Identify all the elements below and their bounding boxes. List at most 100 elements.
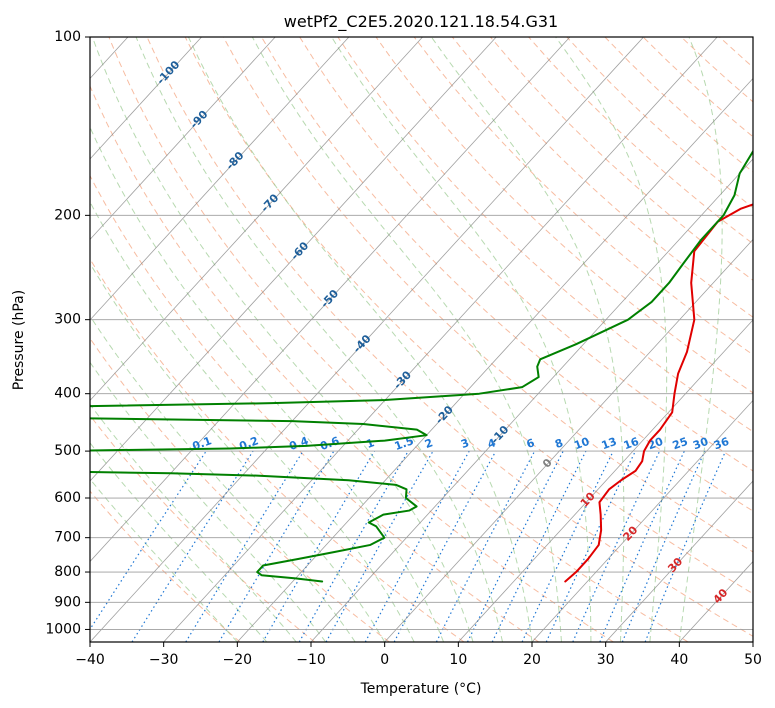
- mixing-ratio-line: [572, 450, 661, 642]
- profile-lines: [90, 149, 753, 583]
- dry-adiabat-line: [451, 37, 753, 318]
- dry-adiabat-line: [566, 37, 753, 209]
- temperature-series-line: [564, 203, 753, 583]
- mixing-ratio-line: [621, 450, 706, 642]
- mixing-ratio-label: 36: [712, 435, 731, 453]
- y-tick-label: 700: [54, 530, 81, 546]
- dry-adiabat-line: [146, 37, 753, 637]
- dry-adiabat-line: [90, 490, 241, 642]
- mixing-ratio-line: [131, 450, 254, 642]
- dry-adiabat-line: [719, 37, 753, 68]
- mixing-ratio-label: 30: [691, 435, 710, 453]
- dry-adiabat-line: [758, 37, 775, 642]
- y-axis: 100 200 300 400 500 600 700 800 900 1000: [45, 29, 90, 637]
- x-tick-label: 40: [670, 652, 688, 668]
- dry-adiabat-line: [642, 37, 753, 138]
- background-lines: [0, 37, 775, 642]
- moist-adiabat-line: [331, 37, 592, 642]
- dry-adiabat-line: [184, 37, 753, 595]
- y-tick-label: 900: [54, 594, 81, 610]
- moist-adiabat-line: [135, 37, 504, 642]
- y-tick-label: 800: [54, 564, 81, 580]
- mixing-ratio-line: [644, 450, 727, 642]
- moist-adiabat-line: [90, 442, 268, 642]
- y-tick-label: 400: [54, 386, 81, 402]
- mixing-ratio-line: [364, 450, 470, 642]
- isotherm-line: [90, 37, 497, 482]
- moist-adiabat-line: [678, 37, 723, 642]
- moist-adiabat-line: [430, 37, 625, 642]
- plot-frame: [89, 36, 754, 643]
- mixing-ratio-line: [90, 450, 207, 631]
- x-tick-label: 50: [744, 652, 762, 668]
- isotherm-line: [90, 37, 423, 402]
- x-tick-label: 0: [380, 652, 389, 668]
- dry-adiabat-line: [261, 37, 753, 512]
- y-tick-label: 300: [54, 312, 81, 328]
- moist-adiabat-line: [90, 262, 386, 642]
- isotherm-line: [605, 480, 753, 642]
- dry-adiabat-line: [90, 258, 465, 642]
- moist-adiabat-line: [187, 37, 533, 642]
- line-labels: -100-90-80-70-60-50-40-30-20-10010203040…: [154, 58, 731, 606]
- dry-adiabat-line: [90, 337, 390, 642]
- dry-adiabat-line: [375, 37, 753, 394]
- moist-adiabat-line: [90, 403, 297, 642]
- dry-adiabat-line: [528, 37, 753, 245]
- moist-adiabat-line: [90, 126, 445, 642]
- x-axis-title: Temperature (°C): [360, 681, 482, 697]
- x-tick-label: −20: [223, 652, 253, 668]
- moist-adiabat-line: [90, 200, 415, 642]
- x-tick-label: −10: [296, 652, 326, 668]
- isotherm-line: [90, 37, 202, 160]
- mixing-ratio-line: [262, 450, 375, 642]
- isotherm-line: [752, 641, 753, 642]
- x-tick-label: 10: [449, 652, 467, 668]
- y-tick-label: 1000: [45, 621, 81, 637]
- mixing-ratio-line: [521, 450, 614, 642]
- mixing-ratio-line: [466, 450, 564, 642]
- mixing-ratio-label: 3: [459, 436, 471, 451]
- mixing-ratio-line: [435, 450, 536, 642]
- mixing-ratio-label: 16: [622, 435, 641, 453]
- y-tick-label: 100: [54, 29, 81, 45]
- x-tick-label: 30: [597, 652, 615, 668]
- isotherm-line: [679, 560, 753, 642]
- mixing-ratio-label: 0.4: [287, 434, 310, 453]
- y-axis-title: Pressure (hPa): [11, 290, 27, 390]
- y-tick-label: 200: [54, 207, 81, 223]
- x-tick-label: −30: [149, 652, 179, 668]
- moist-adiabat-line: [251, 37, 562, 642]
- isotherm-line: [0, 37, 54, 642]
- isotherm-line: [531, 399, 753, 642]
- mixing-ratio-label: 25: [671, 435, 690, 452]
- mixing-ratio-label: 4: [486, 436, 498, 451]
- mixing-ratio-label: 1: [364, 436, 376, 451]
- mixing-ratio-label: 0.1: [191, 434, 214, 453]
- mixing-ratio-label: 10: [572, 435, 591, 453]
- isotherm-line: [90, 37, 644, 642]
- dry-adiabat-line: [680, 37, 753, 103]
- mixing-ratio-line: [393, 450, 497, 642]
- isotherm-line: [90, 37, 276, 241]
- isotherm-line: [310, 158, 753, 642]
- mixing-ratio-line: [545, 450, 636, 642]
- mixing-ratio-line: [218, 450, 335, 642]
- mixing-ratio-label: 6: [525, 436, 537, 451]
- dry-adiabat-line: [90, 414, 315, 642]
- y-tick-label: 500: [54, 443, 81, 459]
- mixing-ratio-line: [185, 450, 304, 642]
- moist-adiabat-line: [90, 315, 356, 642]
- chart-title: wetPf2_C2E5.2020.121.18.54.G31: [284, 12, 558, 32]
- moist-adiabat-line: [91, 37, 474, 642]
- dewpoint-series-line: [90, 149, 753, 583]
- mixing-ratio-label: 8: [553, 436, 565, 451]
- isotherm-line: [90, 37, 571, 563]
- x-axis: −40 −30 −20 −10 0 10 20 30 40 50: [75, 642, 762, 668]
- dry-adiabat-line: [337, 37, 753, 433]
- dry-adiabat-line: [222, 37, 753, 553]
- dry-adiabat-line: [490, 37, 753, 281]
- moist-adiabat-line: [90, 361, 327, 642]
- mixing-ratio-label: 2: [423, 436, 435, 451]
